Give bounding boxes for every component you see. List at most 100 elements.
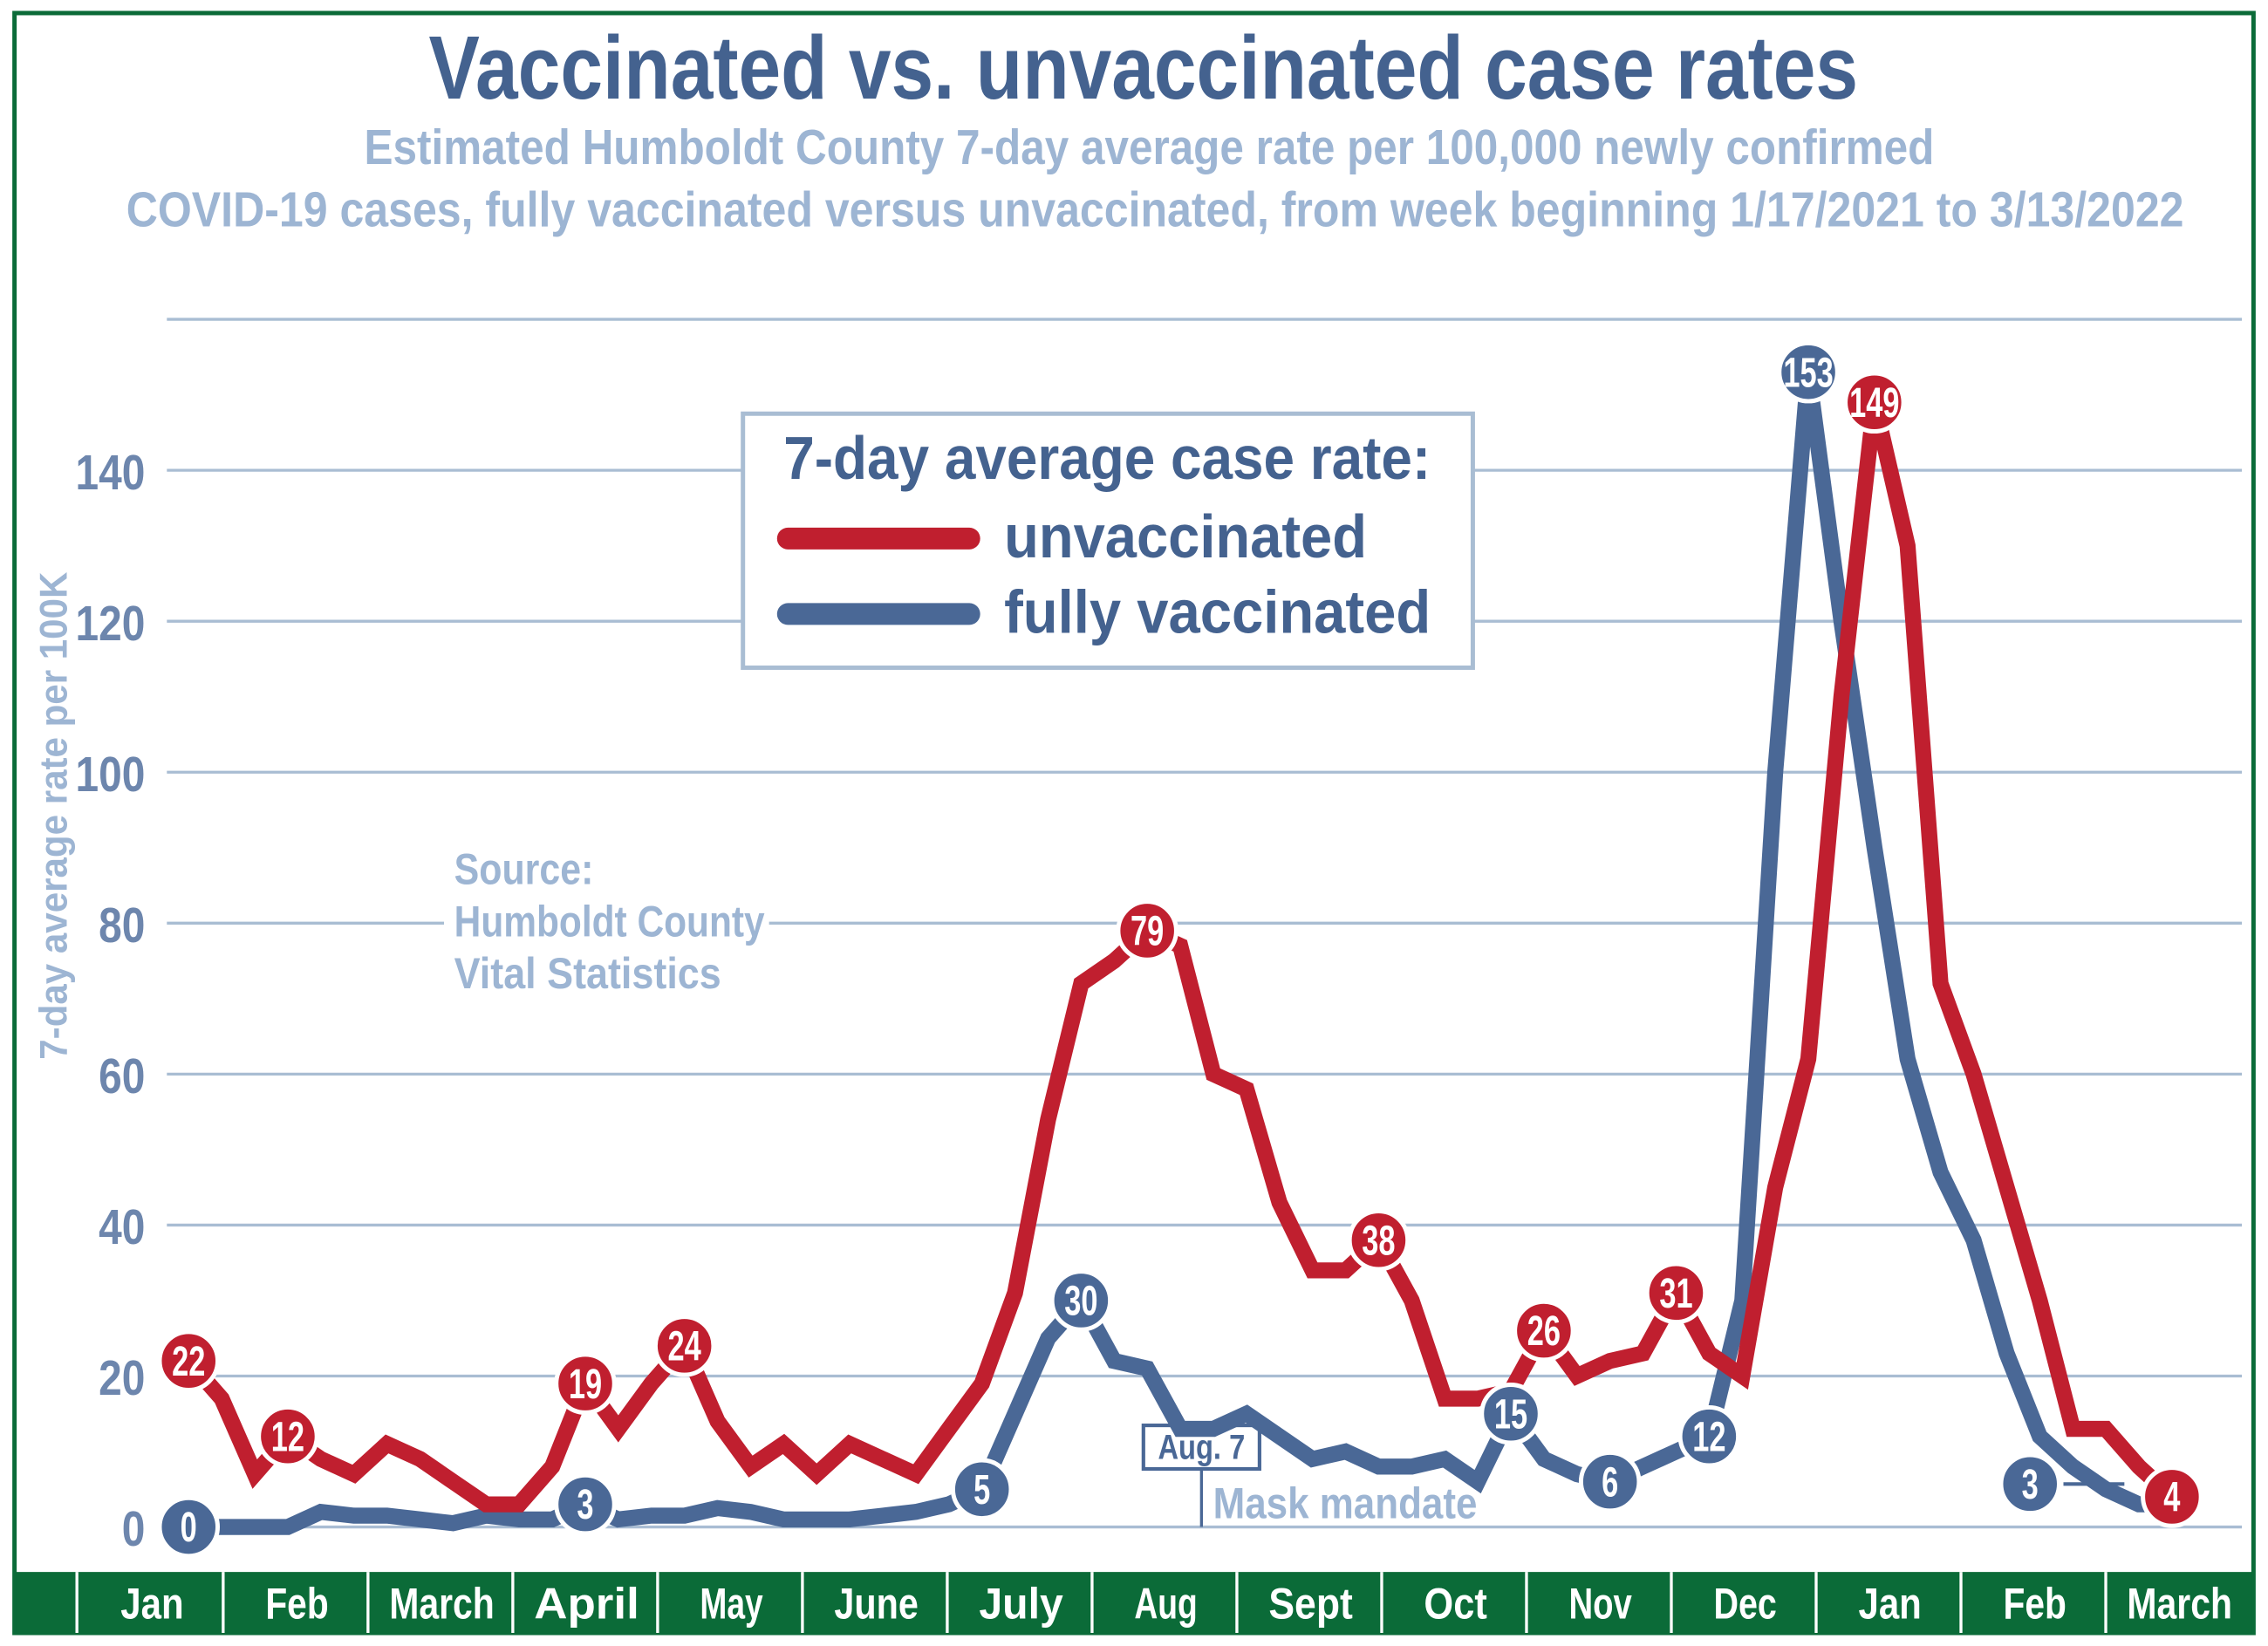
month-label: July [979,1579,1063,1628]
month-label: May [700,1579,763,1628]
source-name-line-2: Vital Statistics [454,949,721,998]
data-label-fully-vaccinated: 3 [1998,1452,2061,1516]
data-label-fully-vaccinated: 30 [1049,1269,1113,1332]
data-point-marker [950,1458,1014,1521]
month-label: June [834,1579,918,1628]
source-note: Source: Humboldt County Vital Statistics [444,844,769,998]
y-tick-label: 60 [99,1048,145,1103]
data-point-marker [1998,1452,2061,1516]
legend-title: 7-day average case rate: [783,424,1431,492]
data-point-marker [652,1315,716,1377]
data-point-marker [1479,1382,1542,1445]
data-label-value: 6 [1602,1458,1618,1506]
data-label-value: 15 [1494,1390,1527,1438]
data-labels: 22 12 19 24 79 38 26 31 149 4 0 3 5 30 15 6 12 153 3 [157,340,2203,1559]
data-label-value: 26 [1527,1308,1561,1355]
data-label-fully-vaccinated: 5 [950,1458,1014,1521]
month-label: March [2127,1579,2232,1628]
month-label: Feb [265,1579,328,1628]
data-label-value: 12 [271,1413,304,1460]
y-tick-label: 20 [99,1350,145,1405]
data-point-marker [1116,899,1178,962]
data-label-unvaccinated: 38 [1347,1208,1411,1272]
data-point-marker [1578,1450,1642,1513]
data-label-value: 79 [1131,908,1164,955]
month-label: Jan [120,1579,183,1628]
data-point-marker [256,1404,319,1468]
y-tick-label: 120 [76,596,146,651]
data-label-fully-vaccinated: 6 [1578,1450,1642,1513]
data-point-marker [2141,1465,2203,1528]
data-point-marker [1347,1208,1411,1272]
data-label-unvaccinated: 79 [1116,899,1178,962]
y-tick-label: 100 [76,747,146,802]
source-name-line-1: Humboldt County [454,897,765,946]
data-label-fully-vaccinated: 3 [554,1472,617,1536]
data-point-marker [1843,371,1906,434]
legend-label-fully-vaccinated: fully vaccinated [1004,578,1431,646]
month-band-background [16,1572,2252,1634]
data-label-value: 153 [1783,349,1833,396]
month-label: Jan [1858,1579,1921,1628]
month-axis-band: Jan Feb March April May June July Aug Sept Oct Nov… [16,1572,2252,1634]
y-tick-label: 40 [99,1199,145,1254]
series-line-fully-vaccinated [188,371,2172,1535]
month-label: Feb [2004,1579,2066,1628]
data-label-unvaccinated: 12 [256,1404,319,1468]
data-label-unvaccinated: 19 [554,1352,617,1415]
data-label-fully-vaccinated: 12 [1677,1404,1741,1468]
chart-frame [12,10,2256,1636]
mask-mandate-label: Mask mandate [1213,1479,1478,1528]
data-label-unvaccinated: 31 [1644,1261,1708,1325]
data-label-value: 19 [569,1361,602,1408]
data-label-value: 3 [2022,1461,2039,1508]
series-line-unvaccinated [182,400,2178,1513]
data-point-marker [1777,340,1840,404]
month-label: Oct [1424,1579,1487,1628]
data-point-marker [554,1472,617,1536]
data-label-value: 31 [1659,1270,1692,1317]
y-axis-label: 7-day average rate per 100K [31,571,76,1060]
month-label: Aug [1134,1579,1197,1628]
month-label: March [389,1579,495,1628]
data-point-marker [157,1495,221,1559]
data-point-marker [1513,1299,1575,1363]
chart-title: Vaccinated vs. unvaccinated case rates [429,17,1859,118]
chart-subtitle-line-2: COVID-19 cases, fully vaccinated versus … [126,182,2184,237]
y-tick-label: 0 [122,1501,146,1556]
data-label-unvaccinated: 26 [1513,1299,1575,1363]
month-label: Dec [1713,1579,1776,1628]
data-point-marker [1677,1404,1741,1468]
legend-label-unvaccinated: unvaccinated [1004,502,1367,570]
month-label: Sept [1268,1579,1353,1628]
data-label-value: 3 [577,1481,593,1528]
legend: 7-day average case rate: unvaccinated fu… [741,411,1475,670]
data-label-unvaccinated: 149 [1843,371,1906,434]
data-label-unvaccinated: 24 [652,1315,716,1377]
data-point-marker [554,1352,617,1415]
y-tick-label: 80 [99,898,145,953]
data-label-unvaccinated: 22 [157,1329,221,1392]
data-label-value: 4 [2163,1474,2180,1521]
data-label-value: 149 [1849,379,1899,427]
data-label-fully-vaccinated: 153 [1777,340,1840,404]
data-point-marker [1049,1269,1113,1332]
data-label-unvaccinated: 4 [2141,1465,2203,1528]
mask-mandate-annotation: Aug. 7 Mask mandate [1141,1423,1478,1528]
source-label: Source: [454,844,594,893]
data-label-value: 38 [1362,1217,1395,1264]
data-point-marker [1644,1261,1708,1325]
data-point-marker [157,1329,221,1392]
data-label-value: 30 [1064,1278,1097,1325]
data-label-value: 24 [668,1323,701,1370]
series-lines [182,371,2178,1535]
y-tick-labels: 0 20 40 60 80 100 120 140 [76,445,146,1556]
data-label-fully-vaccinated: 0 [157,1495,221,1559]
data-label-fully-vaccinated: 15 [1479,1382,1542,1445]
data-label-value: 5 [973,1466,990,1513]
month-label: Nov [1568,1579,1632,1628]
data-label-value: 22 [172,1338,205,1385]
chart-subtitle-line-1: Estimated Humboldt County 7-day average … [365,120,1935,174]
month-label: April [534,1579,639,1628]
